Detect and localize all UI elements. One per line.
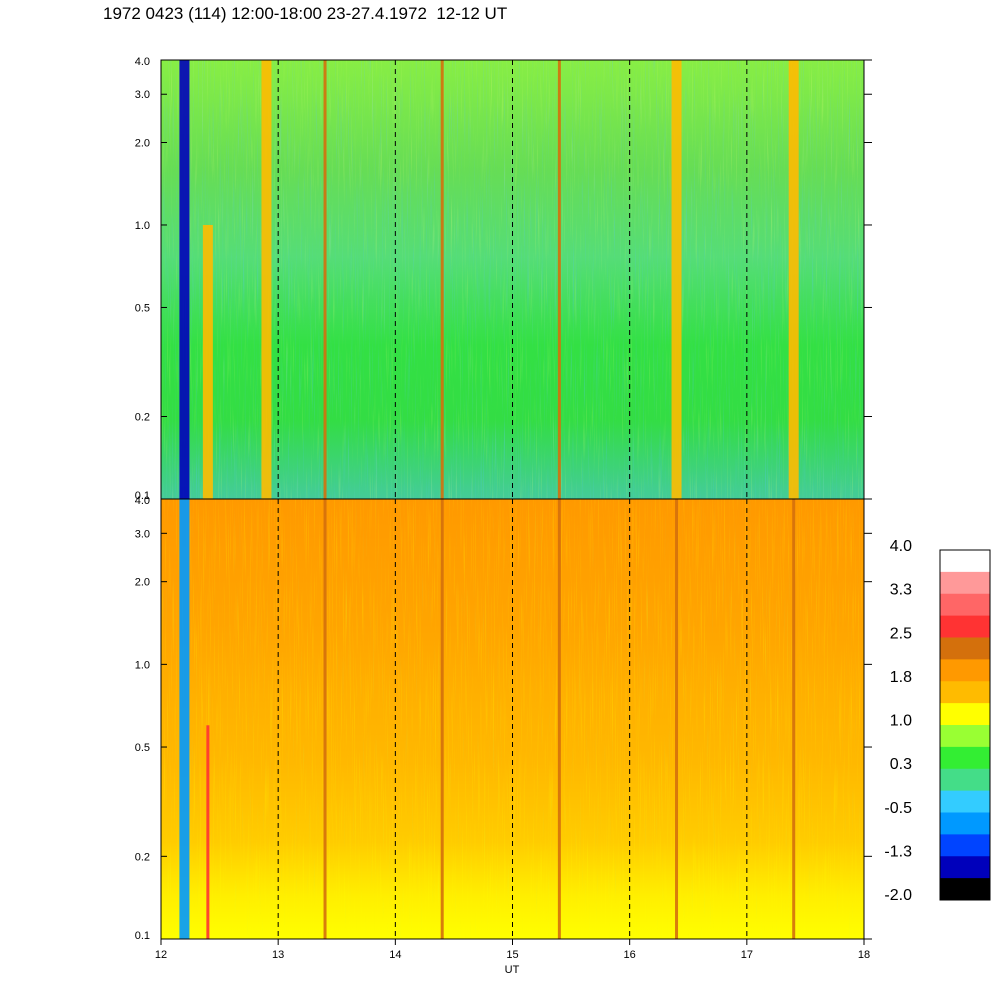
x-tick-label: 16: [624, 949, 636, 961]
colorbar-label: 1.0: [890, 713, 912, 730]
upper-spectrogram-panel: 0.1 0.2 0.5 1.0 2.0 3.0 4.0: [135, 56, 872, 502]
upper-feature-band: [202, 224, 213, 499]
x-tick-label: 18: [858, 949, 870, 961]
lower-feature-band: [206, 725, 210, 939]
colorbar-swatch: [940, 615, 990, 638]
lower-y-tick-label: 2.0: [135, 577, 150, 589]
lower-y-tick-label: 3.0: [135, 528, 150, 540]
upper-feature-band: [671, 60, 682, 499]
upper-y-tick-label: 0.1: [135, 490, 150, 502]
lower-y-tick-label: 1.0: [135, 659, 150, 671]
lower-y-tick-label: 0.1: [135, 930, 150, 942]
x-tick-label: 17: [741, 949, 753, 961]
colorbar-swatch: [940, 571, 990, 595]
colorbar-swatch: [940, 550, 990, 573]
colorbar-swatch: [940, 659, 990, 682]
lower-feature-band: [792, 499, 796, 939]
upper-feature-band: [557, 60, 561, 499]
upper-feature-band: [788, 60, 799, 499]
chart-title: 1972 0423 (114) 12:00-18:00 23-27.4.1972…: [103, 4, 508, 23]
upper-feature-band: [261, 60, 272, 499]
lower-feature-band: [323, 499, 327, 939]
colorbar-label: 2.5: [890, 625, 912, 642]
colorbar-frame: [939, 549, 991, 901]
upper-y-tick-label: 4.0: [135, 56, 150, 68]
lower-spectrogram-panel: 0.1 0.2 0.5 1.0 2.0 3.0 4.0 12 13 14 15 16 17 18 UT: [135, 495, 872, 976]
lower-y-tick-label: 0.5: [135, 742, 150, 754]
upper-y-tick-label: 2.0: [135, 137, 150, 149]
lower-feature-band: [557, 499, 561, 939]
upper-feature-band: [179, 60, 190, 499]
upper-y-tick-label: 0.2: [135, 412, 150, 424]
colorbar-swatch: [940, 812, 990, 835]
colorbar-label: -0.5: [884, 800, 912, 817]
colorbar-swatch: [940, 637, 990, 660]
lower-feature-band: [440, 499, 444, 939]
colorbar-swatch: [940, 790, 990, 813]
x-tick-label: 13: [272, 949, 284, 961]
upper-y-tick-label: 3.0: [135, 89, 150, 101]
x-tick-label: 12: [155, 949, 167, 961]
colorbar-swatch: [940, 856, 990, 879]
upper-y-tick-label: 0.5: [135, 302, 150, 314]
colorbar-swatch: [940, 878, 990, 901]
colorbar-swatch: [940, 834, 990, 857]
upper-feature-band: [323, 60, 327, 499]
colorbar-label: 0.3: [890, 756, 912, 773]
x-axis-label: UT: [505, 964, 520, 976]
colorbar-label: -1.3: [884, 843, 912, 860]
colorbar-label: -2.0: [884, 887, 912, 904]
lower-y-tick-label: 0.2: [135, 851, 150, 863]
colorbar-label: 1.8: [890, 669, 912, 686]
colorbar: 4.0 3.3 2.5 1.8 1.0 0.3 -0.5 -1.3 -2.0: [884, 538, 991, 904]
lower-feature-band: [179, 499, 190, 939]
upper-y-tick-label: 1.0: [135, 220, 150, 232]
colorbar-swatch: [940, 681, 990, 704]
colorbar-label: 4.0: [890, 538, 912, 555]
colorbar-swatch: [940, 725, 990, 748]
colorbar-swatch: [940, 703, 990, 726]
colorbar-label: 3.3: [890, 582, 912, 599]
upper-feature-band: [440, 60, 444, 499]
colorbar-swatch: [940, 746, 990, 770]
colorbar-swatch: [940, 593, 990, 617]
colorbar-swatch: [940, 768, 990, 792]
x-tick-label: 14: [389, 949, 401, 961]
x-tick-label: 15: [506, 949, 518, 961]
lower-y-tick-label: 4.0: [135, 495, 150, 507]
lower-feature-band: [675, 499, 679, 939]
